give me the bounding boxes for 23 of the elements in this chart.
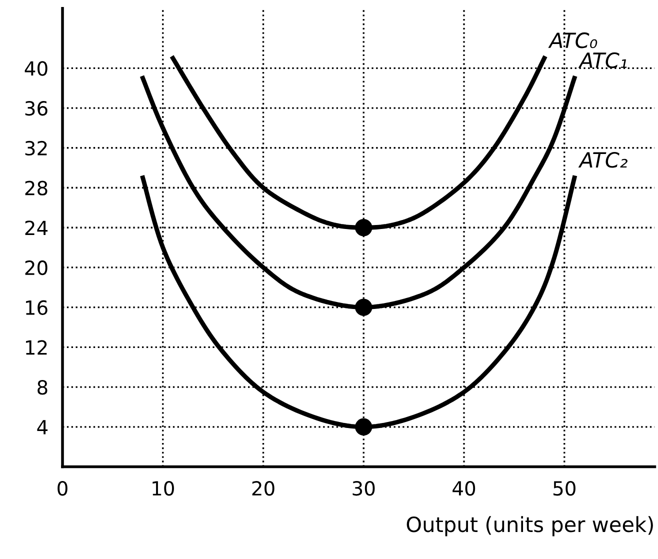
- point: [355, 298, 372, 316]
- x-tick-label: 20: [252, 480, 274, 496]
- x-tick-label: 10: [152, 480, 174, 496]
- y-tick-label: 32: [25, 140, 47, 156]
- y-tick-label: 8: [38, 380, 48, 395]
- y-tick-label: 40: [24, 61, 48, 76]
- series-label: ATC₁: [578, 52, 627, 68]
- series-label: ATC₀: [548, 32, 598, 48]
- point: [355, 218, 372, 236]
- x-axis-title: Output (units per week): [406, 516, 653, 536]
- y-tick-label: 24: [25, 220, 48, 235]
- y-tick-label: 36: [25, 100, 48, 116]
- x-tick-label: 30: [352, 480, 375, 496]
- x-tick-label: 40: [452, 480, 476, 496]
- x-tick-label: 0: [58, 480, 68, 496]
- x-tick-label: 50: [554, 480, 576, 496]
- series-label: ATC₂: [578, 152, 628, 168]
- y-tick-label: 4: [37, 420, 48, 434]
- y-tick-label: 20: [25, 260, 48, 276]
- y-tick-label: 12: [26, 340, 47, 355]
- y-tick-label: 28: [25, 180, 48, 196]
- y-tick-label: 16: [26, 300, 48, 315]
- point: [355, 418, 372, 436]
